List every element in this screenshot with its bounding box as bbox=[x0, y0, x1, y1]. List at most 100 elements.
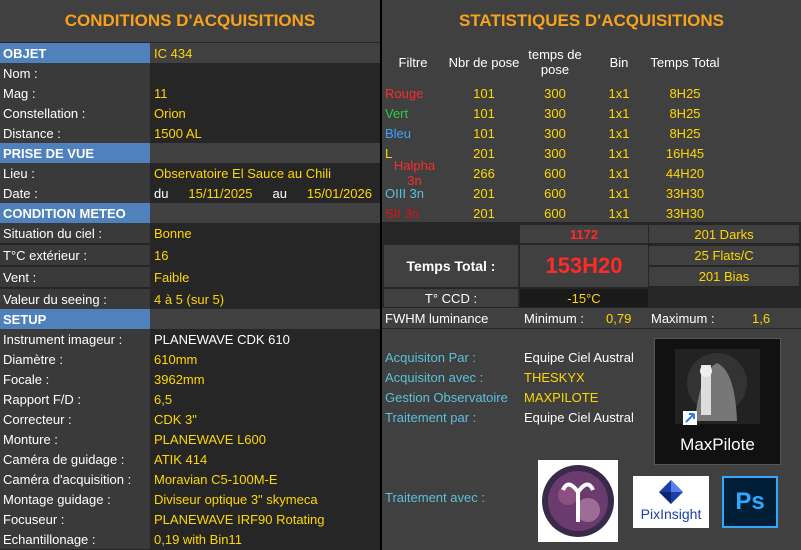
row-label: Vent : bbox=[0, 267, 150, 287]
right-title: STATISTIQUES D'ACQUISITIONS bbox=[382, 0, 801, 42]
info-row: Caméra de guidage : ATIK 414 bbox=[0, 449, 380, 469]
row-value: 0,19 with Bin11 bbox=[150, 529, 380, 549]
darks: 201 Darks bbox=[649, 225, 799, 243]
row-label: Valeur du seeing : bbox=[0, 289, 150, 309]
row-label: Montage guidage : bbox=[0, 489, 150, 509]
row-label: Monture : bbox=[0, 429, 150, 449]
photoshop-icon: Ps bbox=[735, 488, 765, 515]
section-header: PRISE DE VUE bbox=[0, 143, 380, 163]
filter-name: Vert bbox=[385, 105, 409, 121]
row-value bbox=[150, 309, 380, 329]
temps-total-label: Temps Total : bbox=[384, 245, 518, 287]
info-row: Vent : Faible bbox=[0, 267, 380, 287]
row-value: 6,5 bbox=[150, 389, 380, 409]
row-label: Date : bbox=[0, 183, 150, 203]
trait-avec-label: Traitement avec : bbox=[385, 490, 485, 505]
info-row: Focuseur : PLANEWAVE IRF90 Rotating bbox=[0, 509, 380, 529]
filter-bin: 1x1 bbox=[608, 205, 630, 221]
row-label: Lieu : bbox=[0, 163, 150, 183]
filter-name: Bleu bbox=[385, 125, 412, 141]
filter-total: 33H30 bbox=[665, 185, 705, 201]
filter-temps: 600 bbox=[544, 165, 566, 181]
filter-total: 8H25 bbox=[669, 105, 701, 121]
row-label: OBJET bbox=[0, 43, 150, 63]
row-label: Caméra de guidage : bbox=[0, 449, 150, 469]
info-row: Constellation : Orion bbox=[0, 103, 380, 123]
row-value: 1500 AL bbox=[150, 123, 380, 143]
filter-temps: 300 bbox=[544, 85, 566, 101]
aries-logo[interactable] bbox=[538, 460, 618, 542]
row-value: 16 bbox=[150, 245, 380, 265]
row-label: Correcteur : bbox=[0, 409, 150, 429]
info-row: Nom : bbox=[0, 63, 380, 83]
total-poses: 1172 bbox=[520, 225, 648, 243]
filter-nbr: 101 bbox=[473, 125, 495, 141]
filter-bin: 1x1 bbox=[608, 85, 630, 101]
info-row: Valeur du seeing :4 à 5 (sur 5) bbox=[0, 289, 380, 309]
acq-par-label: Acquisiton Par : bbox=[385, 350, 477, 365]
date-start: 15/11/2025 bbox=[188, 185, 253, 201]
date-range: du 15/11/2025 au 15/01/2026 bbox=[150, 183, 380, 203]
row-value: Bonne bbox=[150, 223, 380, 243]
maxpilote-graphic-icon bbox=[675, 349, 760, 425]
row-value: Orion bbox=[150, 103, 380, 123]
gestion-value: MAXPILOTE bbox=[524, 390, 599, 405]
row-label: Distance : bbox=[0, 123, 150, 143]
filter-nbr: 201 bbox=[473, 185, 495, 201]
filter-total: 44H20 bbox=[665, 165, 705, 181]
filter-nbr: 266 bbox=[473, 165, 495, 181]
row-value bbox=[150, 203, 380, 223]
row-value bbox=[150, 143, 380, 163]
row-value: Diviseur optique 3" skymeca bbox=[150, 489, 380, 509]
filter-name: Halpha 3n bbox=[393, 158, 436, 188]
pixinsight-logo[interactable]: PixInsight bbox=[633, 476, 709, 528]
filter-total: 8H25 bbox=[669, 85, 701, 101]
acq-avec-value: THESKYX bbox=[524, 370, 585, 385]
filter-name: L bbox=[385, 145, 393, 161]
section-header: OBJET IC 434 bbox=[0, 43, 380, 63]
filter-total: 33H30 bbox=[665, 205, 705, 221]
header-total: Temps Total bbox=[650, 54, 720, 70]
maxpilote-logo[interactable]: MaxPilote bbox=[654, 338, 781, 465]
info-row: Distance :1500 AL bbox=[0, 123, 380, 143]
fwhm-label: FWHM luminance bbox=[385, 310, 489, 326]
info-row: Correcteur : CDK 3" bbox=[0, 409, 380, 429]
row-label: T°C extérieur : bbox=[0, 245, 150, 265]
row-label: Caméra d'acquisition : bbox=[0, 469, 150, 489]
fwhm-row bbox=[382, 308, 801, 328]
header-nbr: Nbr de pose bbox=[448, 54, 520, 70]
filter-bin: 1x1 bbox=[608, 185, 630, 201]
filter-temps: 300 bbox=[544, 105, 566, 121]
filter-nbr: 101 bbox=[473, 85, 495, 101]
filter-name: Rouge bbox=[385, 85, 424, 101]
row-value: 3962mm bbox=[150, 369, 380, 389]
filter-bin: 1x1 bbox=[608, 105, 630, 121]
info-row: Mag :11 bbox=[0, 83, 380, 103]
row-value: 4 à 5 (sur 5) bbox=[150, 289, 380, 309]
min-label: Minimum : bbox=[524, 310, 584, 326]
trait-par-label: Traitement par : bbox=[385, 410, 477, 425]
filter-temps: 600 bbox=[544, 205, 566, 221]
row-label: Echantillonage : bbox=[0, 529, 150, 549]
panel-divider bbox=[380, 0, 382, 550]
flats: 25 Flats/C bbox=[649, 246, 799, 265]
temps-total-value: 153H20 bbox=[520, 245, 648, 287]
photoshop-logo[interactable]: Ps bbox=[722, 476, 778, 528]
date-du: du bbox=[154, 185, 169, 201]
row-label: SETUP bbox=[0, 309, 150, 329]
filter-bin: 1x1 bbox=[608, 125, 630, 141]
aries-icon bbox=[542, 465, 614, 537]
info-row: Date : du 15/11/2025 au 15/01/2026 bbox=[0, 183, 380, 203]
row-label: PRISE DE VUE bbox=[0, 143, 150, 163]
row-label: Focuseur : bbox=[0, 509, 150, 529]
max-label: Maximum : bbox=[651, 310, 715, 326]
filter-temps: 600 bbox=[544, 185, 566, 201]
min-value: 0,79 bbox=[606, 310, 632, 326]
date-au: au bbox=[272, 185, 287, 201]
info-row: Caméra d'acquisition : Moravian C5-100M-E bbox=[0, 469, 380, 489]
section-header: CONDITION METEO bbox=[0, 203, 380, 223]
acq-par-value: Equipe Ciel Austral bbox=[524, 350, 634, 365]
info-row: Lieu : Observatoire El Sauce au Chili bbox=[0, 163, 380, 183]
row-label: Diamètre : bbox=[0, 349, 150, 369]
pixinsight-icon bbox=[659, 480, 683, 504]
